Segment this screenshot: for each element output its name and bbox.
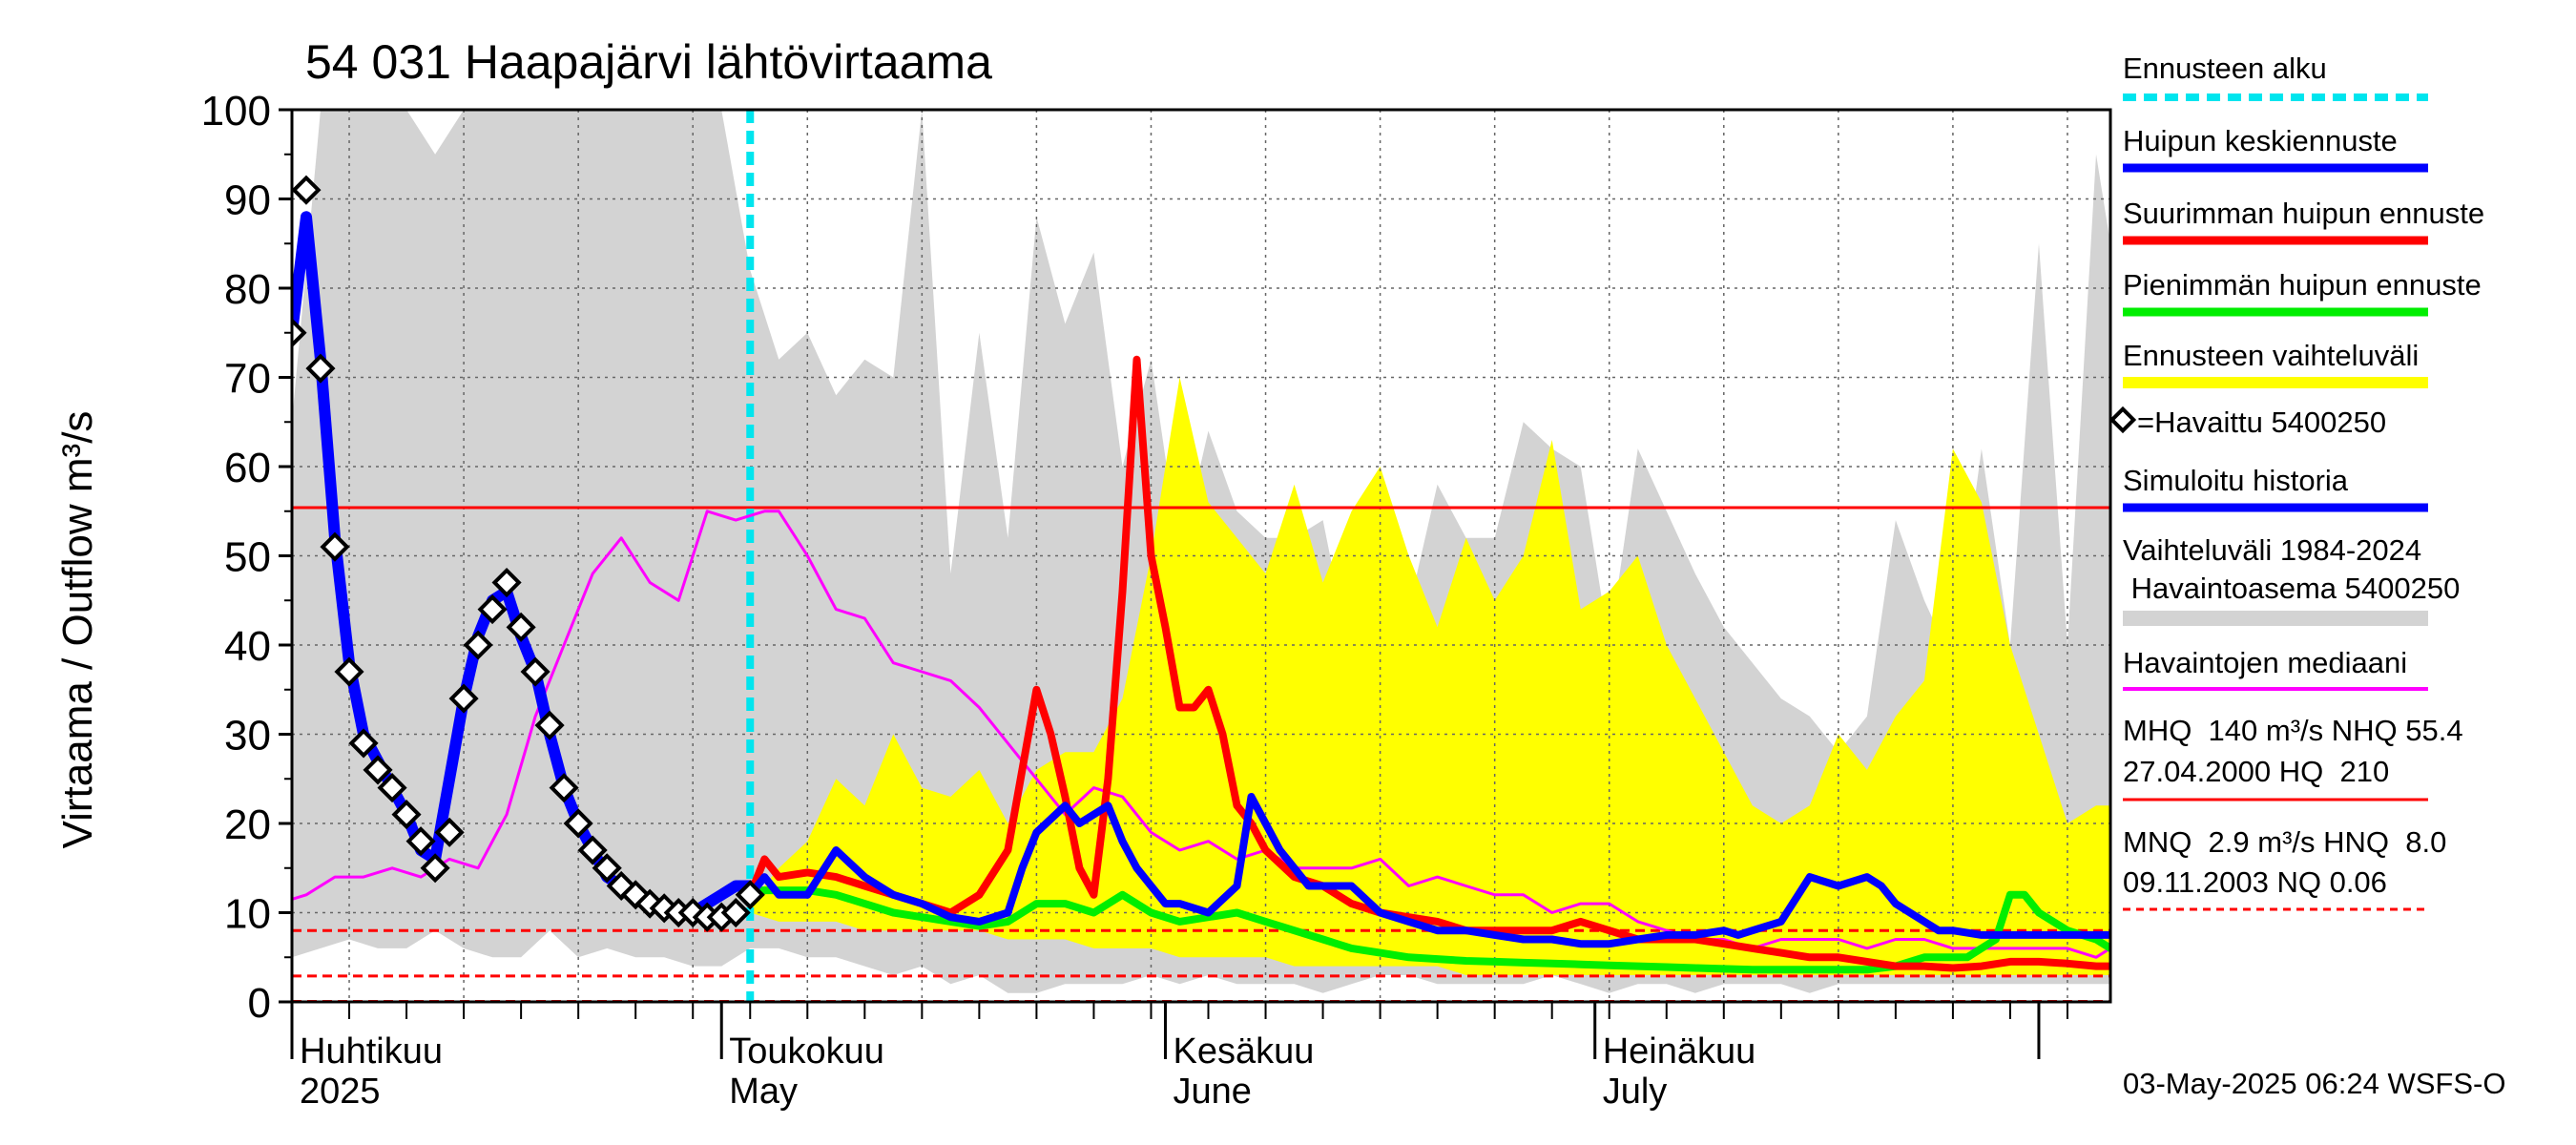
observed-point [577,835,608,865]
legend-peak-mean-label: Huipun keskiennuste [2123,124,2398,157]
legend-median-label: Havaintojen mediaani [2123,646,2407,679]
legend-observed-marker [2109,406,2137,434]
chart-title: 54 031 Haapajärvi lähtövirtaama [305,35,992,89]
month-label-en: 2025 [300,1072,381,1112]
observed-point [549,773,579,803]
y-tick-label: 0 [248,980,271,1027]
plot-content [292,110,2110,1002]
observed-point [448,683,479,714]
footer-timestamp: 03-May-2025 06:24 WSFS-O [2123,1067,2505,1100]
observed-point [534,710,565,740]
observed-point [405,826,436,857]
legend-max-peak-label: Suurimman huipun ennuste [2123,197,2484,230]
observed-point [334,656,364,687]
y-tick-label: 20 [224,802,271,848]
observed-point [563,808,593,839]
month-label-fi: Heinäkuu [1603,1031,1756,1072]
y-tick-label: 90 [224,177,271,224]
legend-simulated-label: Simuloitu historia [2123,464,2349,497]
legend-stats-2b: 09.11.2003 NQ 0.06 [2123,865,2387,899]
legend-hist-range-label-2: Havaintoasema 5400250 [2123,572,2460,605]
observed-point [592,853,622,884]
observed-point [434,817,465,847]
observed-point [520,656,551,687]
observed-point [491,567,522,598]
legend-forecast-range-label: Ennusteen vaihteluväli [2123,339,2419,372]
month-label-fi: Kesäkuu [1173,1031,1314,1072]
observed-point [391,800,422,830]
y-tick-label: 10 [224,891,271,938]
series-line [746,886,2110,974]
observed-point [292,175,322,205]
observed-point [363,755,393,785]
legend-observed-label: =Havaittu 5400250 [2137,406,2386,439]
y-tick-label: 70 [224,356,271,403]
observed-point [420,853,450,884]
observed-point [720,897,751,928]
month-label-fi: Huhtikuu [300,1031,443,1072]
series-line [292,510,2110,959]
y-axis-label: Virtaama / Outflow m³/s [54,411,101,849]
observed-point [377,773,407,803]
legend-forecast-start-label: Ennusteen alku [2123,52,2327,85]
month-label-en: May [729,1072,798,1112]
legend-hist-range-label-1: Vaihteluväli 1984-2024 [2123,533,2421,567]
legend-stats-1b: 27.04.2000 HQ 210 [2123,755,2389,788]
y-tick-label: 60 [224,445,271,491]
series-line [746,793,2110,948]
observed-point [506,612,536,642]
month-label-en: July [1603,1072,1668,1112]
legend-stats-2a: MNQ 2.9 m³/s HNQ 8.0 [2123,825,2446,859]
month-label-fi: Toukokuu [729,1031,884,1072]
month-label-en: June [1173,1072,1251,1112]
observed-point [320,531,350,562]
legend-min-peak-label: Pienimmän huipun ennuste [2123,268,2482,302]
y-tick-label: 30 [224,713,271,760]
observed-point [463,630,493,660]
plot-area [292,110,2110,1002]
y-tick-label: 40 [224,623,271,670]
legend-stats-1a: MHQ 140 m³/s NHQ 55.4 [2123,714,2463,747]
y-tick-label: 80 [224,266,271,313]
observed-point [348,728,379,759]
legend: Ennusteen alku Huipun keskiennuste Suuri… [2109,52,2484,911]
observed-point [305,353,336,384]
y-tick-label: 100 [201,88,271,135]
forecast-range-band [750,377,2110,975]
observed-point [477,594,508,625]
y-tick-label: 50 [224,534,271,581]
observed-point [735,880,765,910]
